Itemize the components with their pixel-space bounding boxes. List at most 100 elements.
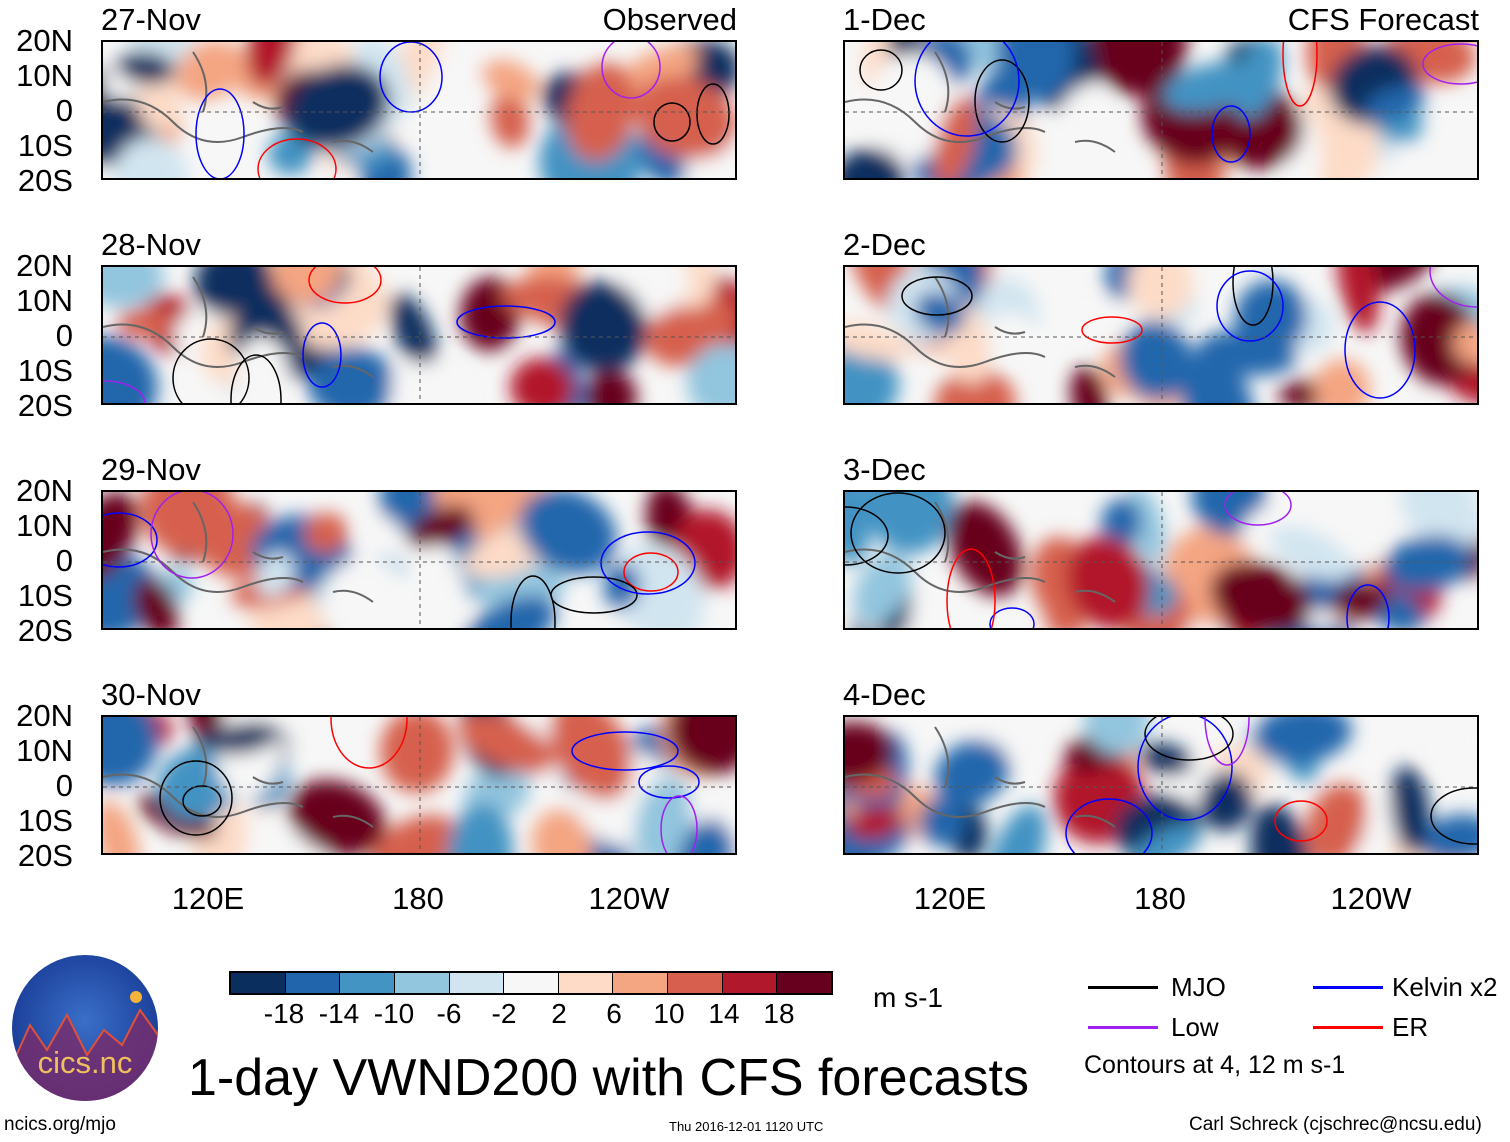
wind-anomaly-blob (549, 717, 633, 801)
legend-low-line (1088, 1026, 1158, 1029)
wind-anomaly-blob (914, 291, 966, 335)
wind-anomaly-blob (307, 346, 395, 403)
wave-contour (623, 552, 679, 592)
wind-anomaly-blob (1119, 320, 1193, 400)
legend-mjo-line (1088, 986, 1158, 989)
wind-anomaly-blob (113, 137, 189, 178)
lat-label: 0 (55, 543, 73, 578)
wind-anomaly-blob (103, 267, 164, 309)
colorbar-label: -14 (318, 998, 360, 1029)
lat-label: 20N (16, 698, 73, 733)
wind-anomaly-blob (255, 552, 295, 598)
logo-mountains (12, 991, 158, 1101)
wind-anomaly-blob (133, 577, 179, 628)
wave-contour (257, 138, 337, 178)
wind-anomaly-blob (634, 775, 692, 853)
figure-title: 1-day VWND200 with CFS forecasts (188, 1049, 1029, 1107)
logo-text: cics.nc (37, 1045, 133, 1080)
observed-label: Observed (602, 2, 737, 37)
colorbar-swatch (449, 973, 505, 993)
wind-anomaly-blob (117, 51, 175, 85)
wind-anomaly-blob (103, 492, 139, 581)
wind-anomaly-blob (390, 362, 474, 403)
wind-anomaly-blob (934, 740, 1010, 806)
wind-anomaly-blob (1252, 717, 1352, 764)
map-panel (101, 265, 737, 405)
wind-anomaly-blob (519, 492, 617, 574)
wind-anomaly-blob (986, 312, 1042, 358)
wind-anomaly-blob (510, 357, 574, 403)
wind-anomaly-blob (619, 267, 689, 315)
wind-anomaly-blob (446, 803, 514, 853)
wind-anomaly-blob (559, 281, 647, 373)
colorbar (229, 971, 833, 995)
colorbar-units: m s-1 (873, 982, 943, 1013)
wave-contour (914, 42, 1020, 137)
map-panel (101, 490, 737, 630)
wind-anomaly-blob (845, 721, 894, 785)
wind-anomaly-blob (1250, 803, 1310, 853)
lat-label: 0 (55, 768, 73, 803)
map-panel (843, 490, 1479, 630)
wind-anomaly-blob (379, 717, 455, 793)
wave-contour (638, 765, 700, 799)
wave-contour (653, 102, 691, 142)
coastline (103, 726, 374, 828)
footer-timestamp: Thu 2016-12-01 1120 UTC (669, 1119, 824, 1134)
wind-anomaly-blob (1083, 717, 1151, 755)
coastline (103, 51, 374, 153)
wave-contour (1274, 800, 1328, 842)
colorbar-label: 10 (653, 998, 685, 1029)
map-panel (843, 715, 1479, 855)
wind-anomaly-blob (369, 815, 463, 853)
wave-contour (974, 59, 1030, 143)
wind-anomaly-blob (458, 717, 556, 774)
wind-anomaly-blob (1070, 366, 1108, 403)
wind-anomaly-blob (584, 370, 638, 403)
contours-note: Contours at 4, 12 m s-1 (1084, 1051, 1346, 1079)
wind-anomaly-blob (1390, 766, 1430, 853)
wave-contour (230, 354, 282, 403)
wind-anomaly-blob (1383, 535, 1473, 591)
wind-anomaly-blob (1126, 267, 1194, 319)
colorbar-swatch (394, 973, 450, 993)
wind-anomaly-blob (286, 64, 390, 150)
wave-contour (660, 795, 698, 853)
lon-label: 120E (171, 881, 245, 916)
wave-contour (1204, 717, 1250, 766)
wind-anomaly-blob (633, 76, 735, 160)
wave-contour (946, 548, 996, 628)
legend-er: ER (1392, 1012, 1429, 1042)
wind-anomaly-blob (531, 809, 593, 853)
wave-contour (696, 83, 730, 145)
lat-label: 20S (17, 838, 73, 873)
wave-contour (1211, 105, 1251, 163)
legend-er-line (1313, 1026, 1383, 1029)
wave-contour (379, 42, 443, 113)
colorbar-label: -10 (373, 998, 415, 1029)
colorbar-swatch (504, 973, 559, 993)
wave-contour (1224, 492, 1292, 526)
coastline (845, 501, 1116, 603)
wave-contour (302, 322, 342, 388)
lat-label: 10S (17, 128, 73, 163)
wind-anomaly-blob (419, 545, 469, 628)
wave-contour (159, 760, 233, 836)
wind-anomaly-blob (1269, 525, 1353, 581)
wind-anomaly-blob (1426, 717, 1477, 766)
cics-logo: cics.nc (12, 955, 158, 1101)
legend-mjo: MJO (1171, 972, 1226, 1002)
map-panel (101, 40, 737, 180)
footer-url[interactable]: ncics.org/mjo (4, 1114, 116, 1135)
wind-anomaly-blob (460, 595, 556, 628)
colorbar-swatch (722, 973, 778, 993)
wind-anomaly-blob (852, 551, 912, 627)
wind-anomaly-blob (103, 554, 158, 628)
colorbar-label: 18 (763, 998, 795, 1029)
wind-anomaly-blob (1066, 536, 1150, 628)
wind-anomaly-blob (1305, 783, 1367, 853)
lat-label: 10N (16, 733, 73, 768)
wind-anomaly-blob (208, 721, 280, 755)
wind-anomaly-blob (490, 92, 530, 148)
wind-anomaly-blob (845, 148, 904, 178)
